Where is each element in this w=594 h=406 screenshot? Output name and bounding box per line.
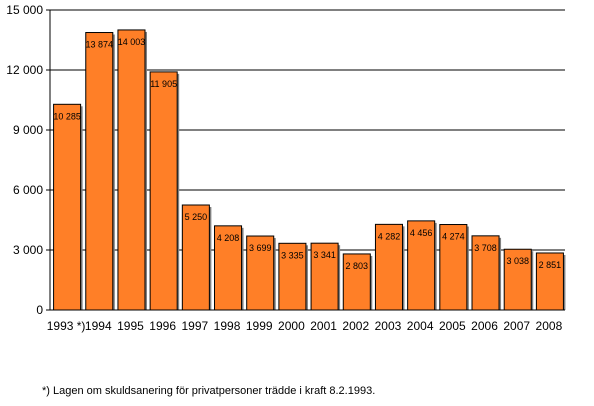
data-label: 4 274 <box>442 232 465 242</box>
bar <box>503 248 532 311</box>
x-tick-label: 2001 <box>310 319 337 333</box>
x-tick-label: 1998 <box>214 319 241 333</box>
data-label: 3 708 <box>474 243 497 253</box>
data-label: 3 699 <box>249 243 272 253</box>
y-tick-label: 9 000 <box>13 123 43 137</box>
data-label: 2 803 <box>346 261 369 271</box>
x-tick-label: 1994 <box>85 319 112 333</box>
data-label: 4 282 <box>378 231 401 241</box>
bar <box>214 225 243 311</box>
y-tick-label: 0 <box>36 303 43 317</box>
data-label: 11 905 <box>150 79 177 89</box>
data-label: 4 456 <box>410 228 433 238</box>
x-tick-label: 2008 <box>536 319 563 333</box>
data-label: 4 208 <box>217 233 240 243</box>
x-tick-label: 2005 <box>439 319 466 333</box>
data-label: 13 874 <box>86 40 114 50</box>
x-tick-label: 1995 <box>117 319 144 333</box>
x-tick-label: 2006 <box>471 319 498 333</box>
x-axis-labels: 1993 *) 1994 1995 1996 1997 1998 1999 2000 2001 2… <box>47 319 563 333</box>
value-labels: 10 285 13 874 14 003 11 905 5 250 4 208 3 699 3… <box>53 37 561 271</box>
data-label: 5 250 <box>185 212 208 222</box>
bar <box>374 223 403 311</box>
data-label: 10 285 <box>53 111 81 121</box>
x-tick-label: 2000 <box>278 319 305 333</box>
x-tick-label: 1993 *) <box>47 319 86 333</box>
bar <box>85 32 114 311</box>
y-tick-label: 3 000 <box>13 243 43 257</box>
x-tick-label: 2004 <box>407 319 434 333</box>
bar <box>342 253 371 311</box>
x-tick-label: 2002 <box>342 319 369 333</box>
data-label: 3 335 <box>281 250 304 260</box>
x-tick-label: 1996 <box>149 319 176 333</box>
data-label: 3 341 <box>313 250 336 260</box>
y-tick-label: 15 000 <box>6 3 43 17</box>
bar <box>53 103 82 311</box>
bar <box>407 220 436 311</box>
x-tick-label: 1999 <box>246 319 273 333</box>
bar <box>149 71 178 311</box>
footnote: *) Lagen om skuldsanering för privatpers… <box>42 385 376 397</box>
x-tick-label: 2007 <box>503 319 530 333</box>
data-label: 2 851 <box>539 260 562 270</box>
x-tick-label: 2003 <box>375 319 402 333</box>
data-label: 3 038 <box>506 256 529 266</box>
y-axis-ticks: 0 3 000 6 000 9 000 12 000 15 000 <box>6 3 50 317</box>
x-tick-label: 1997 <box>181 319 208 333</box>
data-label: 14 003 <box>118 37 146 47</box>
bars <box>53 29 566 311</box>
y-tick-label: 6 000 <box>13 183 43 197</box>
bar <box>117 29 146 311</box>
y-tick-label: 12 000 <box>6 63 43 77</box>
